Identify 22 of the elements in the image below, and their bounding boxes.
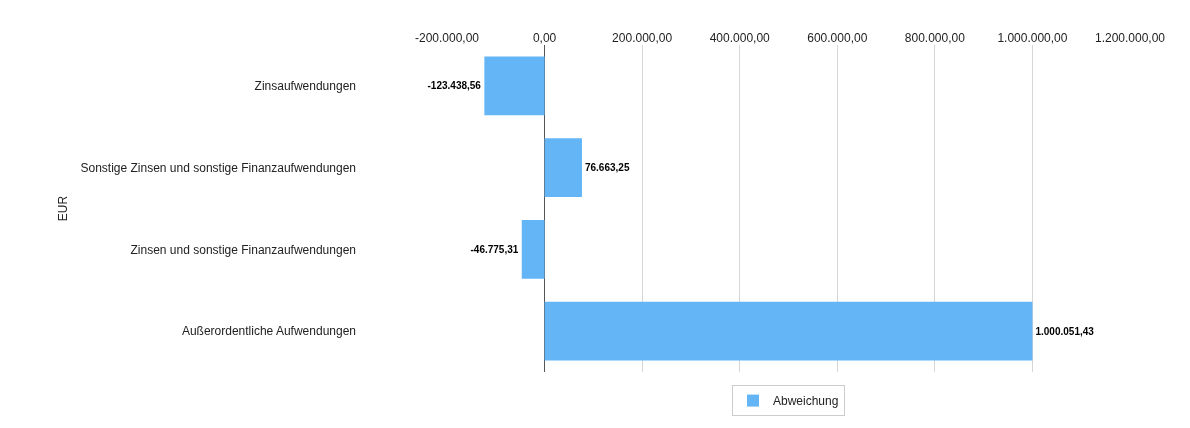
data-label: -123.438,56 (427, 80, 482, 92)
y-axis-title: EUR (55, 195, 70, 222)
bar (484, 56, 545, 116)
x-tick-label: 200.000,00 (612, 30, 673, 45)
x-tick-label: 1.000.000,00 (997, 30, 1068, 45)
x-tick-label: 400.000,00 (709, 30, 771, 45)
y-tick-label: Sonstige Zinsen und sonstige Finanzaufwendungen (80, 160, 356, 175)
data-label: -46.775,31 (470, 243, 519, 255)
data-label: 1.000.051,43 (1035, 325, 1095, 337)
bar (544, 138, 582, 198)
bar (521, 219, 545, 279)
x-tick-label: -200.000,00 (414, 30, 480, 45)
bar (544, 301, 1033, 361)
legend-label: Abweichung (773, 394, 839, 409)
y-tick-label: Zinsaufwendungen (254, 79, 356, 94)
x-tick-label: 1.200.000,00 (1094, 30, 1166, 45)
y-tick-label: Zinsen und sonstige Finanzaufwendungen (130, 242, 356, 257)
data-label: 76.663,25 (584, 162, 630, 174)
x-tick-label: 0,00 (532, 30, 557, 45)
x-tick-label: 800.000,00 (904, 30, 966, 45)
x-tick-label: 600.000,00 (807, 30, 868, 45)
y-tick-label: Außerordentliche Aufwendungen (181, 324, 356, 339)
